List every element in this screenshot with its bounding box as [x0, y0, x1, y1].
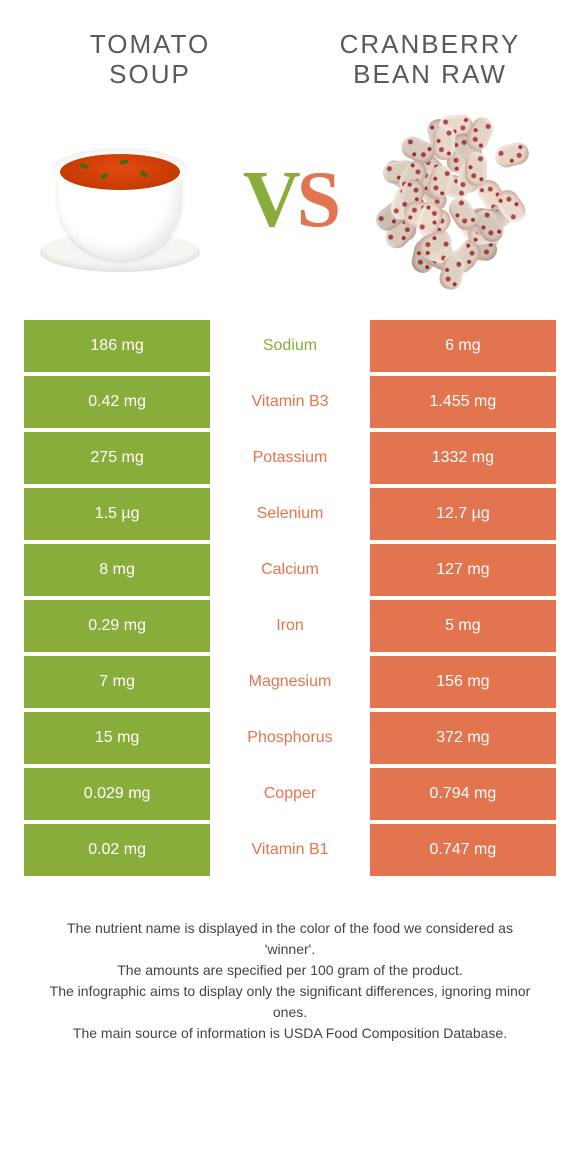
table-row: 0.42 mgVitamin B31.455 mg — [24, 376, 556, 428]
left-value: 7 mg — [24, 656, 210, 708]
right-value: 5 mg — [370, 600, 556, 652]
right-value: 0.794 mg — [370, 768, 556, 820]
table-row: 7 mgMagnesium156 mg — [24, 656, 556, 708]
left-food-title: TOMATO SOUP — [40, 30, 260, 90]
left-title-line1: TOMATO — [90, 29, 210, 59]
footer-line3: The infographic aims to display only the… — [40, 981, 540, 1023]
left-value: 0.02 mg — [24, 824, 210, 876]
header: TOMATO SOUP CRANBERRY BEAN RAW — [0, 0, 580, 100]
vs-s: S — [297, 156, 338, 244]
right-value: 1332 mg — [370, 432, 556, 484]
cranberry-beans-icon — [370, 110, 550, 290]
table-row: 186 mgSodium6 mg — [24, 320, 556, 372]
nutrient-label: Vitamin B3 — [210, 376, 370, 428]
table-row: 0.29 mgIron5 mg — [24, 600, 556, 652]
left-value: 8 mg — [24, 544, 210, 596]
images-row: VS — [0, 100, 580, 310]
footer-line4: The main source of information is USDA F… — [40, 1023, 540, 1044]
right-value: 6 mg — [370, 320, 556, 372]
table-row: 8 mgCalcium127 mg — [24, 544, 556, 596]
left-value: 15 mg — [24, 712, 210, 764]
table-row: 1.5 µgSelenium12.7 µg — [24, 488, 556, 540]
left-title-line2: SOUP — [109, 59, 191, 89]
left-value: 186 mg — [24, 320, 210, 372]
table-row: 0.029 mgCopper0.794 mg — [24, 768, 556, 820]
right-value: 372 mg — [370, 712, 556, 764]
left-value: 275 mg — [24, 432, 210, 484]
right-title-line2: BEAN RAW — [353, 59, 507, 89]
right-value: 156 mg — [370, 656, 556, 708]
footer-notes: The nutrient name is displayed in the co… — [0, 880, 580, 1044]
vs-label: VS — [243, 160, 337, 240]
footer-line2: The amounts are specified per 100 gram o… — [40, 960, 540, 981]
table-row: 0.02 mgVitamin B10.747 mg — [24, 824, 556, 876]
right-value: 12.7 µg — [370, 488, 556, 540]
nutrient-label: Calcium — [210, 544, 370, 596]
nutrient-label: Sodium — [210, 320, 370, 372]
nutrient-table: 186 mgSodium6 mg0.42 mgVitamin B31.455 m… — [0, 310, 580, 876]
left-value: 0.029 mg — [24, 768, 210, 820]
footer-line1: The nutrient name is displayed in the co… — [40, 918, 540, 960]
right-value: 1.455 mg — [370, 376, 556, 428]
nutrient-label: Magnesium — [210, 656, 370, 708]
nutrient-label: Vitamin B1 — [210, 824, 370, 876]
right-value: 127 mg — [370, 544, 556, 596]
vs-v: V — [243, 156, 297, 244]
nutrient-label: Copper — [210, 768, 370, 820]
table-row: 15 mgPhosphorus372 mg — [24, 712, 556, 764]
nutrient-label: Phosphorus — [210, 712, 370, 764]
table-row: 275 mgPotassium1332 mg — [24, 432, 556, 484]
left-value: 0.42 mg — [24, 376, 210, 428]
right-title-line1: CRANBERRY — [340, 29, 521, 59]
nutrient-label: Selenium — [210, 488, 370, 540]
left-value: 0.29 mg — [24, 600, 210, 652]
right-food-title: CRANBERRY BEAN RAW — [320, 30, 540, 90]
nutrient-label: Potassium — [210, 432, 370, 484]
left-value: 1.5 µg — [24, 488, 210, 540]
right-value: 0.747 mg — [370, 824, 556, 876]
nutrient-label: Iron — [210, 600, 370, 652]
tomato-soup-icon — [30, 110, 210, 290]
